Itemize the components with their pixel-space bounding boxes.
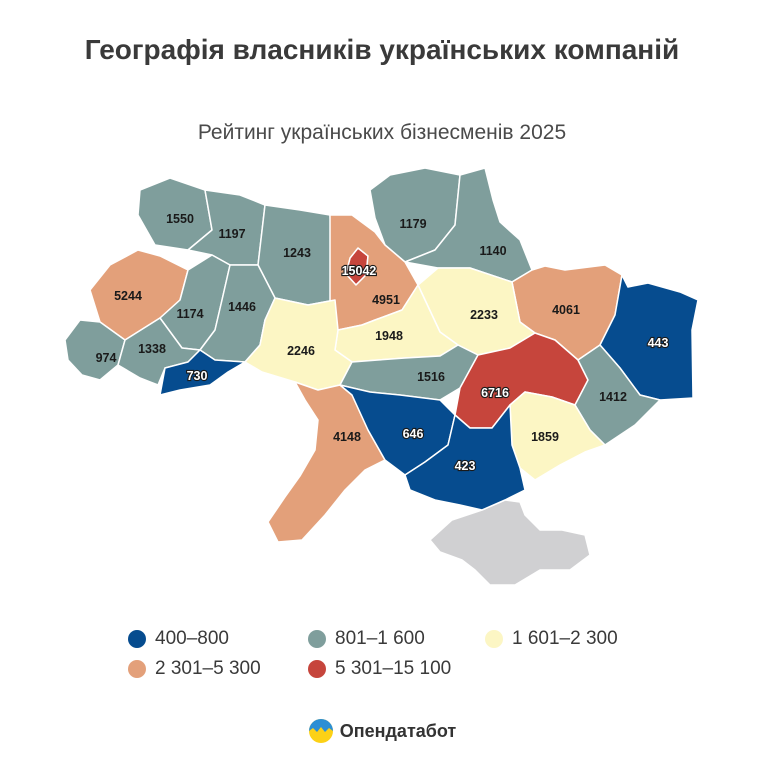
region-value-label: 1859: [531, 430, 559, 444]
legend-swatch: [308, 660, 326, 678]
opendatabot-logo-icon: [308, 719, 333, 743]
legend-swatch: [485, 630, 503, 648]
legend-swatch: [308, 630, 326, 648]
brand-name: Опендатабот: [339, 720, 457, 741]
region-value-label: 974: [96, 351, 117, 365]
legend-item: 5 301–15 100: [308, 658, 451, 680]
region-kherson: [404, 404, 526, 511]
legend-item: 801–1 600: [308, 628, 425, 650]
region-crimea: [429, 499, 591, 586]
region-value-label: 1179: [399, 217, 426, 231]
region-value-label: 1550: [166, 212, 194, 226]
region-value-label: 15042: [342, 264, 377, 278]
region-value-label: 1243: [283, 246, 311, 260]
legend-swatch: [128, 660, 146, 678]
region-value-label: 1948: [375, 329, 403, 343]
legend-label: 801–1 600: [335, 628, 425, 649]
legend-label: 1 601–2 300: [512, 628, 618, 649]
region-value-label: 1446: [228, 300, 256, 314]
region-value-label: 2233: [470, 308, 498, 322]
page-title: Географія власників українських компаній: [84, 34, 680, 65]
region-donetsk: [574, 344, 661, 446]
page-subtitle: Рейтинг українських бізнесменів 2025: [197, 121, 567, 144]
legend: 400–800 801–1 600 1 601–2 300 2 301–5 30…: [128, 628, 688, 688]
brand: Опендатабот: [0, 718, 764, 744]
region-value-label: 1338: [138, 342, 166, 356]
legend-label: 5 301–15 100: [335, 658, 452, 679]
region-value-label: 4148: [333, 430, 361, 444]
region-value-label: 423: [455, 459, 476, 473]
region-value-label: 1197: [218, 227, 245, 241]
region-value-label: 730: [187, 369, 208, 383]
region-value-label: 4951: [372, 293, 400, 307]
region-value-label: 1174: [176, 307, 203, 321]
legend-label: 2 301–5 300: [155, 658, 261, 679]
legend-swatch: [128, 630, 146, 648]
legend-item: 1 601–2 300: [485, 628, 618, 650]
region-value-label: 6716: [481, 386, 509, 400]
region-value-label: 1516: [417, 370, 445, 384]
region-value-label: 1140: [479, 244, 506, 258]
region-chernivtsi: [159, 349, 246, 396]
legend-item: 400–800: [128, 628, 229, 650]
region-value-label: 443: [648, 336, 669, 350]
region-value-label: 646: [403, 427, 424, 441]
region-value-label: 1412: [599, 390, 627, 404]
region-value-label: 4061: [552, 303, 580, 317]
legend-label: 400–800: [155, 628, 229, 649]
region-value-label: 5244: [114, 289, 142, 303]
region-value-label: 2246: [287, 344, 315, 358]
legend-item: 2 301–5 300: [128, 658, 261, 680]
